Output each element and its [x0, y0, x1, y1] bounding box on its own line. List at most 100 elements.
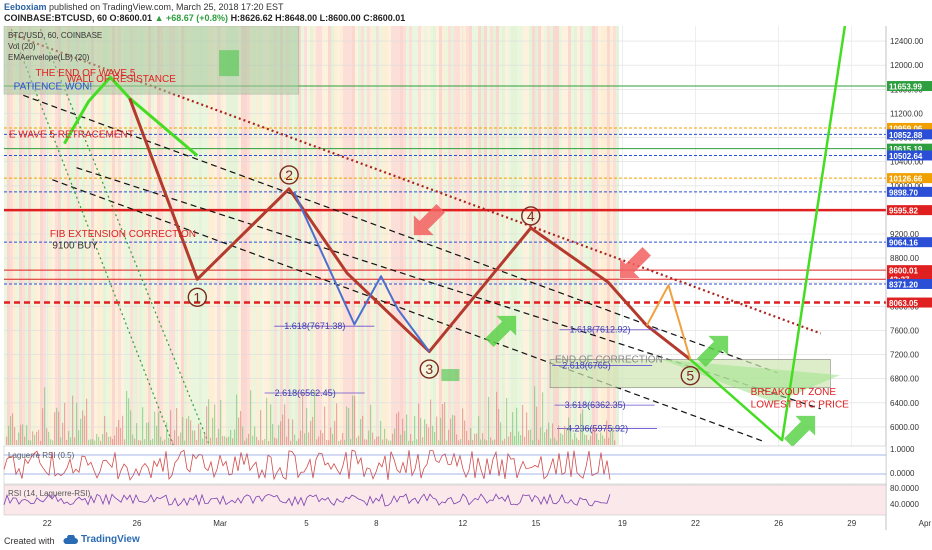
- x-tick-label: 8: [374, 519, 379, 528]
- author-name[interactable]: Eeboxiam: [4, 2, 47, 12]
- volume-bar: [578, 439, 580, 445]
- volume-bar: [150, 440, 152, 445]
- volume-bar: [16, 440, 18, 445]
- volume-bar: [302, 392, 304, 445]
- bg-stripe: [544, 26, 547, 445]
- volume-bar: [180, 432, 182, 445]
- top-left-zone: [3, 26, 300, 95]
- volume-bar: [550, 438, 552, 445]
- arrow-shape: [784, 415, 816, 447]
- bg-stripe: [64, 26, 67, 445]
- volume-bar: [396, 413, 398, 445]
- volume-bar: [590, 435, 592, 445]
- volume-bar: [130, 410, 132, 445]
- volume-bar: [554, 437, 556, 445]
- volume-bar: [438, 440, 440, 445]
- rsi-label: RSI (14, Laguerre-RSI): [8, 489, 91, 498]
- volume-bar: [216, 437, 218, 445]
- volume-bar: [152, 438, 154, 445]
- bg-stripe: [79, 26, 82, 445]
- bg-stripe: [175, 26, 178, 445]
- volume-bar: [472, 439, 474, 445]
- bg-stripe: [595, 26, 598, 445]
- chart-header: Eeboxiam published on TradingView.com, M…: [0, 0, 932, 26]
- volume-bar: [274, 437, 276, 445]
- volume-bar: [174, 430, 176, 445]
- volume-bar: [138, 439, 140, 445]
- bg-stripe: [196, 26, 199, 445]
- volume-bar: [318, 436, 320, 445]
- price-tag: [887, 129, 932, 140]
- volume-bar: [552, 423, 554, 445]
- bg-stripe: [562, 26, 565, 445]
- volume-bar: [586, 435, 588, 445]
- volume-bar: [140, 440, 142, 445]
- volume-bar: [426, 423, 428, 445]
- volume-bar: [386, 438, 388, 445]
- volume-bar: [516, 407, 518, 445]
- wave-label-circle: [680, 365, 700, 386]
- bg-stripe: [22, 26, 25, 445]
- price-tag-label: 8063.05: [889, 299, 918, 308]
- volume-bar: [538, 439, 540, 445]
- bg-stripe: [334, 26, 337, 445]
- volume-bar: [416, 439, 418, 445]
- bg-stripe: [271, 26, 274, 445]
- fib-labels: 1.618(7671.38) 2.618(6562.45) 1.618(7612.9…: [264, 321, 660, 433]
- volume-bar: [506, 397, 508, 445]
- bg-stripe: [19, 26, 22, 445]
- volume-bar: [390, 440, 392, 445]
- bg-stripe: [148, 26, 151, 445]
- bg-stripe: [103, 26, 106, 445]
- volume-bar: [96, 434, 98, 445]
- volume-bar: [598, 439, 600, 445]
- volume-bar: [298, 438, 300, 445]
- volume-bar: [522, 404, 524, 445]
- x-tick-label: 19: [618, 519, 627, 528]
- volume-bar: [444, 402, 446, 445]
- tradingview-logo[interactable]: TradingView: [62, 534, 140, 545]
- bg-stripe: [61, 26, 64, 445]
- bg-stripe: [607, 26, 610, 445]
- volume-bar: [536, 406, 538, 445]
- c-value: C:8600.01: [363, 13, 406, 23]
- bg-stripe: [127, 26, 130, 445]
- created-with-label: Created with: [4, 536, 55, 546]
- volume-bar: [456, 434, 458, 445]
- bg-stripe: [43, 26, 46, 445]
- volume-bar: [134, 438, 136, 445]
- price-chart[interactable]: 123451.618(7671.38)2.618(6562.45)1.618(7…: [0, 26, 932, 532]
- volume-bar: [80, 418, 82, 445]
- volume-bar: [64, 402, 66, 445]
- volume-bar: [450, 418, 452, 445]
- volume-bar: [278, 424, 280, 445]
- bg-stripe: [529, 26, 532, 445]
- volume-bar: [400, 434, 402, 445]
- volume-bar: [440, 417, 442, 445]
- volume-bar: [308, 432, 310, 445]
- legend-symbol: BTC/USD, 60, COINBASE: [8, 31, 102, 40]
- bg-stripe: [136, 26, 139, 445]
- volume-bar: [564, 426, 566, 445]
- bg-stripe: [412, 26, 415, 445]
- volume-bar: [92, 439, 94, 445]
- bg-stripe: [370, 26, 373, 445]
- price-tag-label: 9064.16: [889, 239, 918, 248]
- bg-stripe: [73, 26, 76, 445]
- arrow-shape: [413, 204, 445, 236]
- bg-stripe: [448, 26, 451, 445]
- price-tag: [887, 173, 932, 184]
- bg-stripe: [424, 26, 427, 445]
- volume-bar: [424, 419, 426, 445]
- volume-bar: [26, 425, 28, 445]
- bg-stripe: [277, 26, 280, 445]
- volume-bar: [34, 434, 36, 445]
- price-tag: [887, 81, 932, 92]
- bg-stripe: [469, 26, 472, 445]
- bg-stripe: [502, 26, 505, 445]
- y-tick-label: 7600.00: [890, 326, 919, 335]
- bg-stripe: [25, 26, 28, 445]
- volume-bar: [460, 439, 462, 445]
- volume-bar: [112, 439, 114, 445]
- volume-bar: [404, 430, 406, 445]
